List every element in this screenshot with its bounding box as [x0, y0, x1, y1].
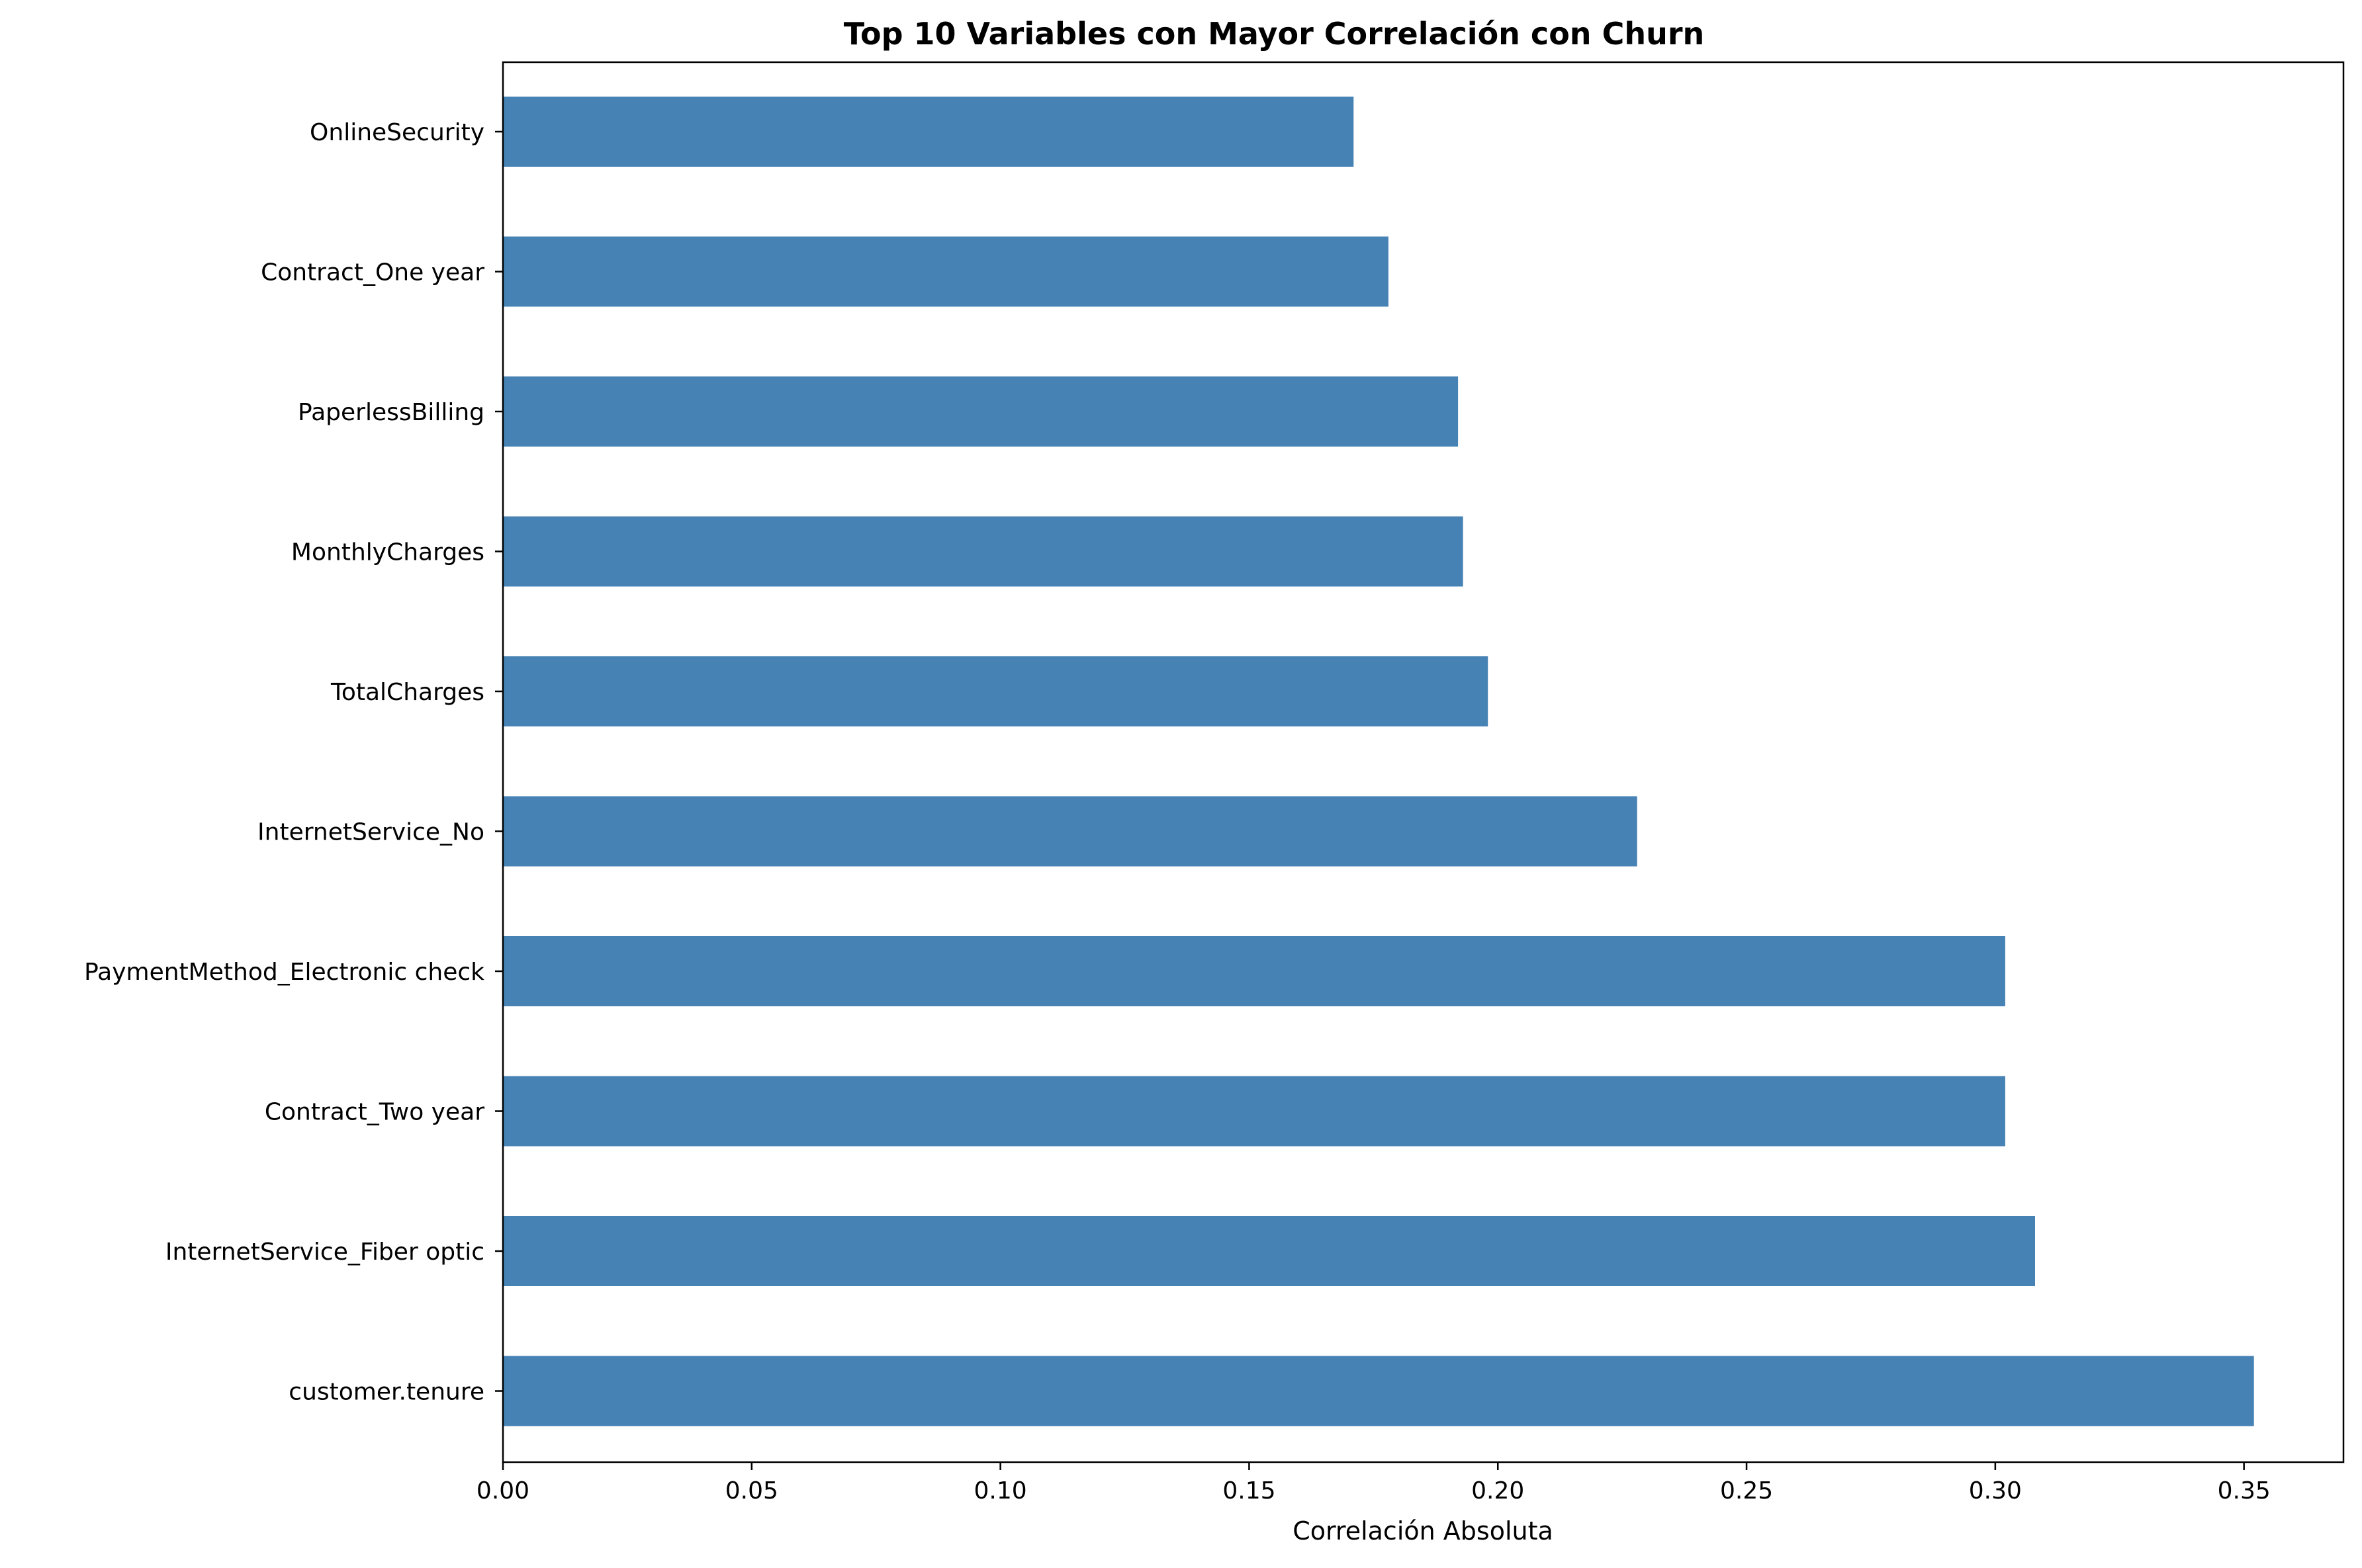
y-tick-label: OnlineSecurity — [310, 119, 484, 146]
bar — [503, 236, 1388, 307]
y-tick-label: Contract_Two year — [265, 1099, 484, 1126]
plot-frame — [502, 61, 2345, 1463]
y-axis-ticks: OnlineSecurity Contract_One year Paperless… — [84, 119, 503, 1406]
x-axis-ticks: 0.00 0.05 0.10 0.15 0.20 0.25 0.30 0.35 — [477, 1462, 2271, 1504]
x-tick-label: 0.30 — [1969, 1477, 2022, 1504]
bar — [503, 516, 1463, 587]
bar — [503, 796, 1637, 867]
bar — [503, 97, 1354, 167]
bar — [503, 376, 1459, 447]
y-tick-label: customer.tenure — [289, 1379, 484, 1406]
y-tick-label: MonthlyCharges — [291, 539, 484, 566]
y-tick-label: InternetService_Fiber optic — [165, 1239, 484, 1266]
bar — [503, 656, 1488, 726]
bar — [503, 1216, 2035, 1286]
bar — [503, 1356, 2254, 1426]
y-tick-label: PaperlessBilling — [298, 399, 484, 426]
x-tick-label: 0.15 — [1222, 1477, 1275, 1504]
chart-title: Top 10 Variables con Mayor Correlación c… — [844, 16, 1705, 52]
y-tick-label: InternetService_No — [257, 819, 484, 846]
bars-layer — [503, 97, 2254, 1426]
x-tick-label: 0.10 — [974, 1477, 1027, 1504]
x-axis-label: Correlación Absoluta — [1293, 1516, 1553, 1546]
bar — [503, 1076, 2005, 1147]
x-tick-label: 0.20 — [1471, 1477, 1524, 1504]
x-tick-label: 0.00 — [477, 1477, 529, 1504]
x-tick-label: 0.05 — [725, 1477, 778, 1504]
bar — [503, 936, 2005, 1006]
y-tick-label: Contract_One year — [261, 259, 484, 286]
x-tick-label: 0.35 — [2218, 1477, 2271, 1504]
y-tick-label: TotalCharges — [330, 679, 484, 706]
x-tick-label: 0.25 — [1720, 1477, 1773, 1504]
y-tick-label: PaymentMethod_Electronic check — [84, 959, 484, 986]
